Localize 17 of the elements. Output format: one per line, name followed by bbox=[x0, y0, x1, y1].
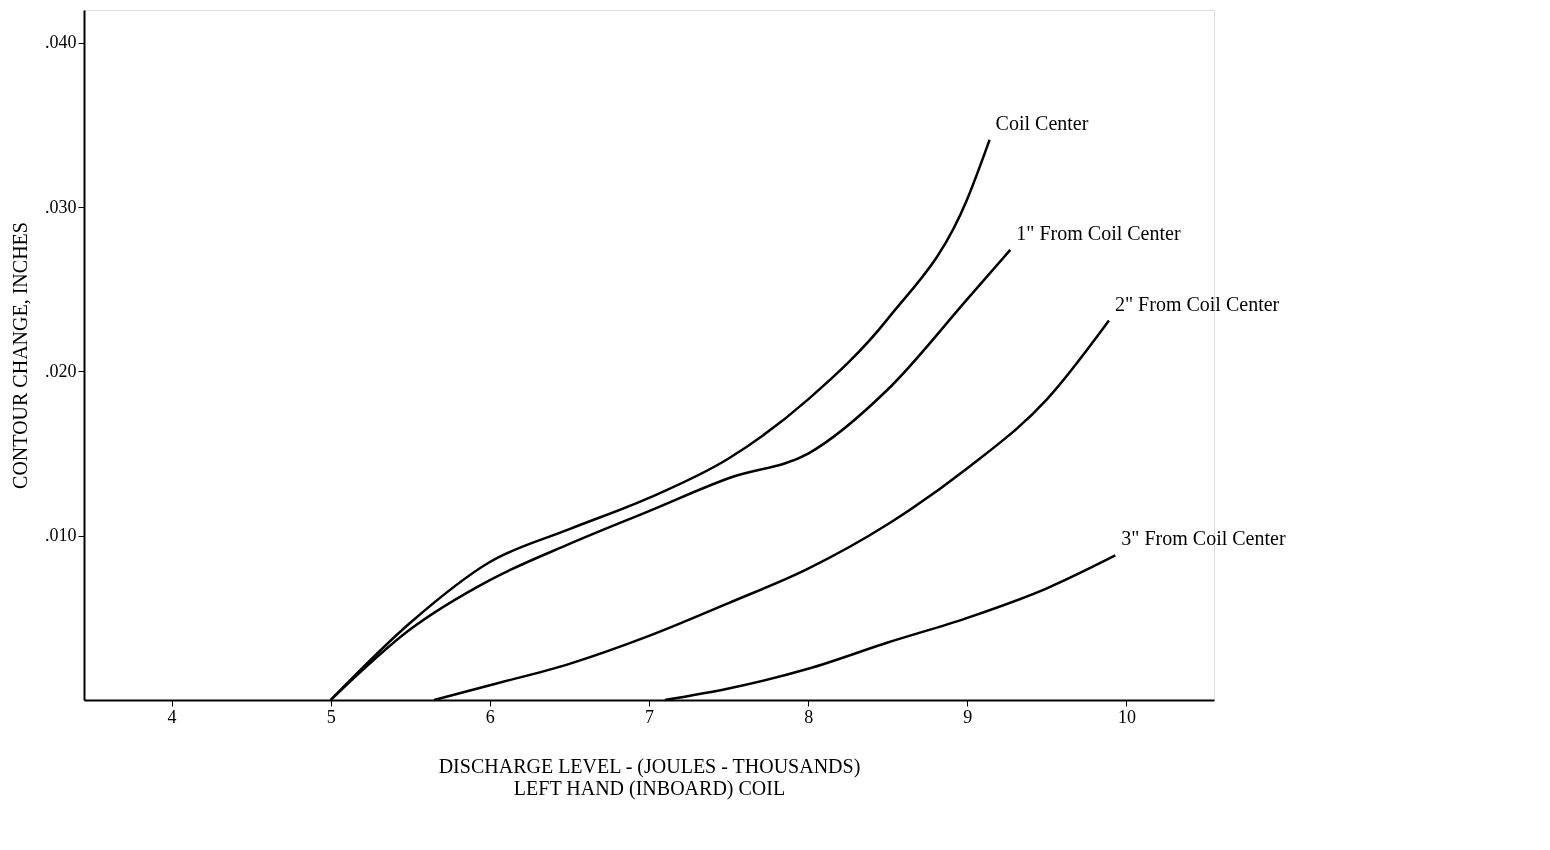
x-tick-label: 6 bbox=[485, 706, 495, 727]
y-tick-label: .020 bbox=[45, 360, 77, 381]
x-tick-label: 9 bbox=[963, 706, 973, 727]
x-tick-label: 5 bbox=[326, 706, 336, 727]
x-tick-label: 8 bbox=[804, 706, 814, 727]
y-axis-title: CONTOUR CHANGE, INCHES bbox=[9, 222, 31, 489]
y-tick-label: .030 bbox=[45, 196, 77, 217]
series-label: 2" From Coil Center bbox=[1114, 292, 1280, 315]
y-tick-label: .010 bbox=[45, 525, 77, 546]
x-tick-label: 4 bbox=[167, 706, 177, 727]
series-label: Coil Center bbox=[995, 111, 1089, 134]
x-tick-label: 10 bbox=[1117, 706, 1136, 727]
y-tick-label: .040 bbox=[45, 32, 77, 53]
series-label: 1" From Coil Center bbox=[1016, 221, 1181, 244]
x-axis-title: DISCHARGE LEVEL - (JOULES - THOUSANDS) LEFT HAND (INBOARD) COIL bbox=[438, 754, 861, 800]
series-label: 3" From Coil Center bbox=[1121, 527, 1286, 550]
x-tick-label: 7 bbox=[645, 706, 654, 727]
